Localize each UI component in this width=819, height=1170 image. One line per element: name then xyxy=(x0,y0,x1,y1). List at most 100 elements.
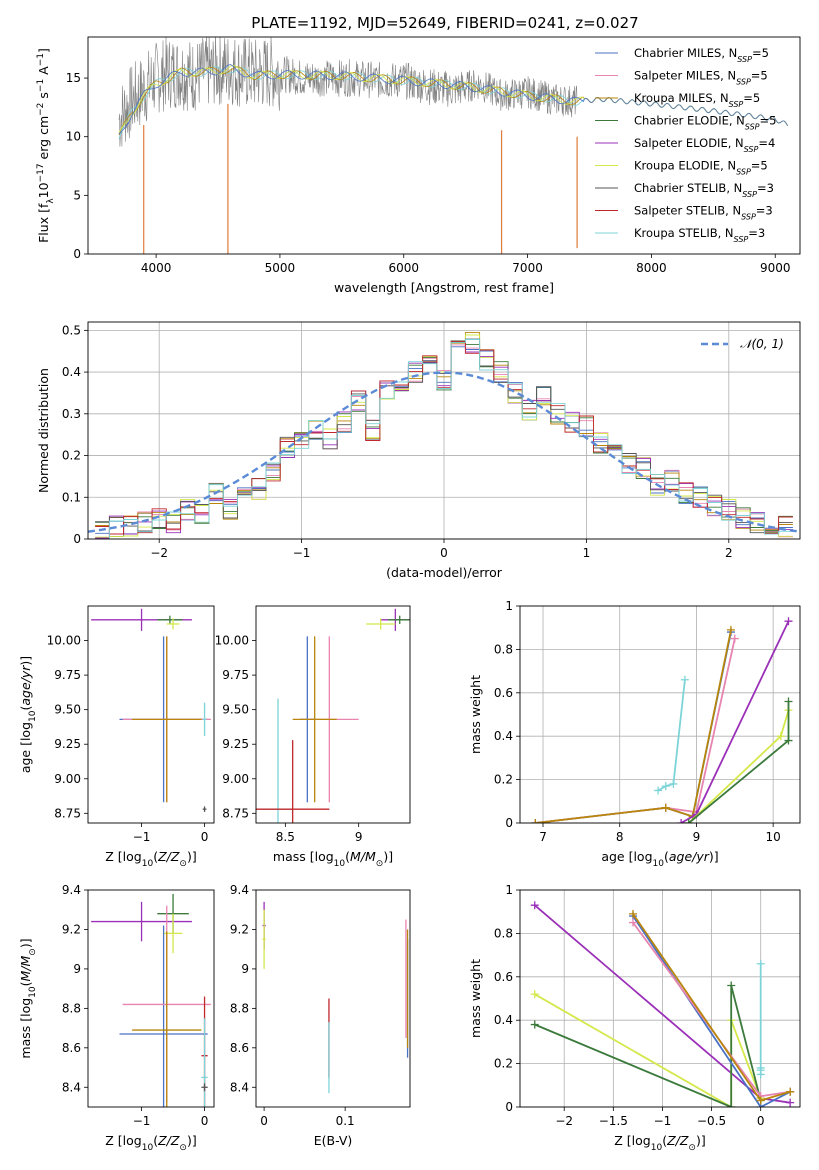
y-tick-label: 9.25 xyxy=(54,737,81,751)
y-tick-label: 10.00 xyxy=(47,634,81,648)
x-tick-label: 9 xyxy=(693,830,701,844)
plus-marker xyxy=(726,625,735,634)
y-tick-label: 9 xyxy=(73,962,81,976)
y-tick-label: 0.8 xyxy=(494,642,513,656)
mass-vs-ebv-panel: 0 0.1 8.4 8.6 8.8 9 9.2 9.4 E(B-V) xyxy=(230,883,411,1148)
histogram-line xyxy=(95,341,793,537)
histogram-line xyxy=(95,340,793,539)
y-tick-label: 0.2 xyxy=(494,773,513,787)
y-tick-label: 8.75 xyxy=(222,806,249,820)
plot-area xyxy=(88,332,798,539)
plus-marker xyxy=(684,819,693,823)
x-axis-label: Z [log10(Z/Z⊙)] xyxy=(105,1133,196,1153)
x-tick-label: 4000 xyxy=(141,261,172,275)
y-tick-label: 0.2 xyxy=(62,449,81,463)
plot-area xyxy=(530,901,795,1107)
x-tick-label: −2 xyxy=(555,1114,573,1128)
age-vs-mass-panel: 8.5 9 8.75 9.00 9.25 9.50 9.75 10.00 mass [log10… xyxy=(215,605,411,869)
legend-entry: Salpeter STELIB, NSSP=3 xyxy=(634,204,773,222)
plus-marker xyxy=(531,819,540,823)
y-tick-label: 9 xyxy=(241,962,249,976)
plus-marker xyxy=(786,1098,795,1107)
x-tick-label: 10 xyxy=(766,830,781,844)
x-axis-label: Z [log10(Z/Z⊙)] xyxy=(105,849,196,869)
x-tick-label: −1 xyxy=(654,1114,672,1128)
series-line xyxy=(535,629,732,823)
plus-marker xyxy=(727,1103,736,1107)
plus-marker xyxy=(776,732,785,741)
residuals-panel: 𝒩(0, 1) −2 −1 0 1 2 0 0.1 0.2 0.3 0.4 0.5 (data-mode… xyxy=(36,321,801,580)
axes-frame xyxy=(87,889,215,1108)
y-axis-label: mass weight xyxy=(468,959,483,1038)
plot-area xyxy=(91,893,211,1107)
y-tick-label: 9.75 xyxy=(222,668,249,682)
histogram-line xyxy=(95,344,793,539)
y-tick-label: 0.1 xyxy=(62,490,81,504)
massweight-vs-metallicity-panel: −2 −1.5 −1 −0.5 0 0 0.2 0.4 0.6 0.8 1 Z [log10(Z/Z⊙… xyxy=(468,883,801,1153)
x-tick-label: −1 xyxy=(133,1114,151,1128)
y-tick-label: 0.4 xyxy=(62,365,81,379)
y-tick-label: 0.4 xyxy=(494,729,513,743)
plus-marker xyxy=(784,736,793,745)
axes-frame xyxy=(87,36,801,255)
y-tick-label: 8.75 xyxy=(54,806,81,820)
x-tick-label: −0.5 xyxy=(697,1114,726,1128)
x-tick-label: −1 xyxy=(293,546,311,560)
axes-frame xyxy=(255,889,411,1108)
x-tick-label: 9 xyxy=(355,830,363,844)
model-spectrum-line xyxy=(118,64,788,135)
histogram-line xyxy=(95,341,793,535)
plus-marker xyxy=(756,959,765,968)
y-tick-label: 8.6 xyxy=(230,1041,249,1055)
y-tick-label: 0.5 xyxy=(62,323,81,337)
plot-area xyxy=(256,608,410,823)
x-axis-label: mass [log10(M/M⊙)] xyxy=(273,849,393,869)
x-axis-label: Z [log10(Z/Z⊙)] xyxy=(614,1133,705,1153)
y-tick-label: 9.50 xyxy=(222,703,249,717)
x-tick-label: 0 xyxy=(757,1114,765,1128)
plus-marker xyxy=(530,1020,539,1029)
plus-marker xyxy=(677,819,686,823)
massweight-vs-age-panel: 7 8 9 10 0 0.2 0.4 0.6 0.8 1 age [log10(age/yr)] ma… xyxy=(468,599,801,869)
axes-frame xyxy=(519,889,801,1108)
plus-marker xyxy=(530,901,539,910)
histogram-line xyxy=(95,338,793,534)
series-line xyxy=(535,631,732,823)
y-tick-label: 1 xyxy=(505,883,513,897)
y-tick-label: 8.8 xyxy=(230,1001,249,1015)
legend-entry: Salpeter MILES, NSSP=5 xyxy=(634,69,768,87)
histogram-line xyxy=(95,332,793,531)
y-tick-label: 9.25 xyxy=(222,737,249,751)
x-tick-label: 7000 xyxy=(512,261,543,275)
y-tick-label: 9.2 xyxy=(62,922,81,936)
x-tick-label: 0 xyxy=(201,1114,209,1128)
y-tick-label: 8.4 xyxy=(62,1080,81,1094)
legend-entry: 𝒩(0, 1) xyxy=(740,337,784,351)
plus-marker xyxy=(730,634,739,643)
y-tick-label: 9.2 xyxy=(230,922,249,936)
y-tick-label: 9.50 xyxy=(54,703,81,717)
x-tick-label: −1 xyxy=(133,830,151,844)
plus-marker xyxy=(661,782,670,791)
legend-entry: Kroupa STELIB, NSSP=3 xyxy=(634,226,765,244)
y-tick-label: 0.6 xyxy=(494,686,513,700)
y-tick-label: 10 xyxy=(66,130,81,144)
x-tick-label: 2 xyxy=(725,546,733,560)
y-tick-label: 0 xyxy=(505,1100,513,1114)
y-tick-label: 0 xyxy=(73,247,81,261)
y-tick-label: 15 xyxy=(66,71,81,85)
y-axis-label: mass weight xyxy=(468,675,483,754)
x-axis-label: wavelength [Angstrom, rest frame] xyxy=(334,280,554,295)
axes-frame xyxy=(87,605,215,824)
x-axis-label: (data-model)/error xyxy=(386,565,503,580)
plus-marker xyxy=(530,990,539,999)
legend-entry: Chabrier STELIB, NSSP=3 xyxy=(634,181,774,199)
plus-marker xyxy=(628,909,637,918)
x-tick-label: 1 xyxy=(583,546,591,560)
y-tick-label: 0.3 xyxy=(62,407,81,421)
plot-area xyxy=(262,901,409,1094)
y-tick-label: 5 xyxy=(73,188,81,202)
plus-marker xyxy=(727,981,736,990)
legend-entry: Kroupa ELODIE, NSSP=5 xyxy=(634,159,768,177)
